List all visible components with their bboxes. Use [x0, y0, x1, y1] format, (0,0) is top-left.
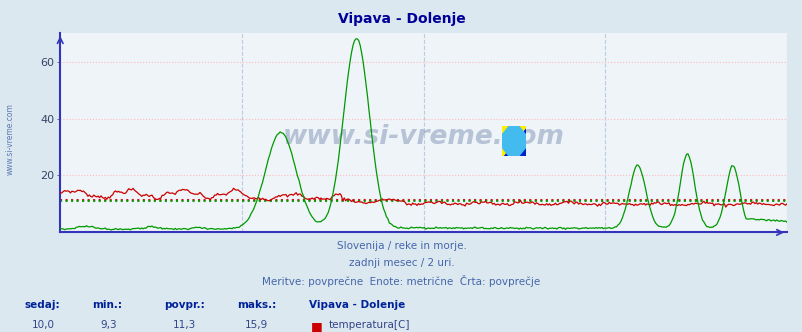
- Text: maks.:: maks.:: [237, 300, 276, 310]
- Text: 11,3: 11,3: [172, 320, 196, 330]
- Text: 9,3: 9,3: [100, 320, 117, 330]
- Polygon shape: [501, 126, 525, 156]
- Polygon shape: [501, 126, 525, 156]
- Text: temperatura[C]: temperatura[C]: [328, 320, 409, 330]
- Text: Meritve: povprečne  Enote: metrične  Črta: povprečje: Meritve: povprečne Enote: metrične Črta:…: [262, 275, 540, 287]
- Polygon shape: [510, 137, 525, 156]
- Text: Vipava - Dolenje: Vipava - Dolenje: [337, 12, 465, 26]
- Text: ■: ■: [310, 320, 322, 332]
- Polygon shape: [501, 126, 525, 156]
- Text: 10,0: 10,0: [32, 320, 55, 330]
- Text: www.si-vreme.com: www.si-vreme.com: [282, 124, 564, 150]
- Polygon shape: [501, 126, 525, 156]
- Text: povpr.:: povpr.:: [164, 300, 205, 310]
- Text: zadnji mesec / 2 uri.: zadnji mesec / 2 uri.: [348, 258, 454, 268]
- Text: min.:: min.:: [92, 300, 122, 310]
- Text: Vipava - Dolenje: Vipava - Dolenje: [309, 300, 405, 310]
- Polygon shape: [501, 126, 516, 145]
- Text: sedaj:: sedaj:: [24, 300, 59, 310]
- Text: www.si-vreme.com: www.si-vreme.com: [6, 104, 15, 175]
- Text: 15,9: 15,9: [245, 320, 268, 330]
- Text: Slovenija / reke in morje.: Slovenija / reke in morje.: [336, 241, 466, 251]
